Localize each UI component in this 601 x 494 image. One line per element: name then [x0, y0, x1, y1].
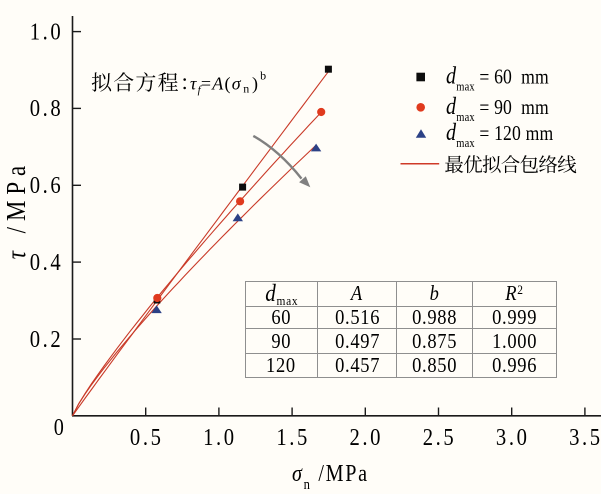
svg-text:0.5: 0.5 [130, 424, 164, 451]
svg-text:σn /MPa: σn /MPa [292, 459, 369, 492]
svg-text:0.8: 0.8 [30, 95, 64, 122]
svg-text:0: 0 [54, 413, 67, 440]
svg-text:1.0: 1.0 [30, 18, 64, 45]
svg-text:dmax = 120 mm: dmax = 120 mm [446, 119, 553, 151]
svg-text:dmax = 60 mm: dmax = 60 mm [446, 62, 549, 94]
svg-text:0.2: 0.2 [30, 325, 64, 352]
svg-text:τ /MPa: τ /MPa [2, 160, 31, 259]
svg-text:dmax = 90 mm: dmax = 90 mm [446, 92, 549, 124]
svg-text:1.5: 1.5 [276, 424, 310, 451]
svg-text:3.0: 3.0 [496, 424, 530, 451]
svg-text:1.0: 1.0 [203, 424, 237, 451]
svg-text:τf=A(σn)b: τf=A(σ n)b [190, 69, 267, 97]
svg-text:2.0: 2.0 [350, 424, 384, 451]
svg-text:3.5: 3.5 [569, 424, 601, 451]
svg-text:2.5: 2.5 [423, 424, 457, 451]
svg-text:0.6: 0.6 [30, 172, 64, 199]
svg-text:0.4: 0.4 [30, 249, 64, 276]
